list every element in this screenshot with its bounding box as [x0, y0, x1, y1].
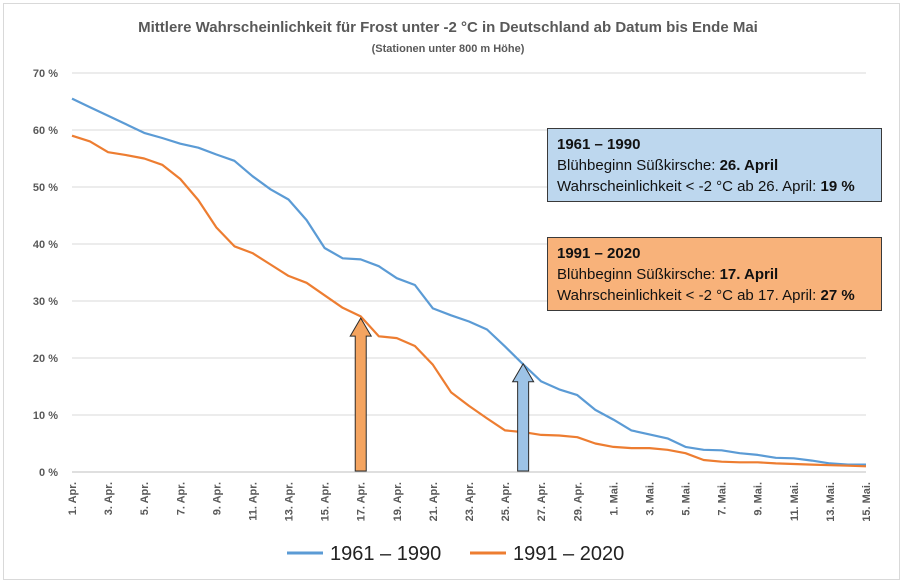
x-tick-label: 5. Mai.: [681, 482, 693, 516]
x-tick-label: 29. Apr.: [572, 482, 584, 521]
y-tick-label: 40 %: [33, 239, 58, 251]
x-axis-tick-labels: 1. Apr. 3. Apr. 5. Apr. 7. Apr. 9. Apr. 11. A…: [67, 482, 873, 522]
y-tick-label: 0 %: [39, 467, 58, 479]
annotation-arrows: [349, 317, 535, 472]
info-box-1991-line1: Blühbeginn Süßkirsche: 17. April: [557, 264, 872, 285]
x-tick-label: 5. Apr.: [139, 482, 151, 515]
arrow-17-april: [349, 317, 373, 472]
y-tick-label: 10 %: [33, 410, 58, 422]
series-line-1991-2020: [71, 134, 867, 468]
x-tick-label: 7. Mai.: [717, 482, 729, 516]
info-box-1961-line2-label: Wahrscheinlichkeit < -2 °C ab 26. April:: [557, 178, 821, 195]
x-tick-label: 27. Apr.: [536, 482, 548, 521]
x-tick-label: 1. Mai.: [608, 482, 620, 516]
info-box-1961-heading: 1961 – 1990: [557, 136, 641, 153]
info-box-1961-line2-value: 19 %: [820, 178, 855, 195]
x-tick-label: 23. Apr.: [464, 482, 476, 521]
series-lines: [71, 97, 867, 468]
x-tick-label: 21. Apr.: [428, 482, 440, 521]
x-tick-label: 1. Apr.: [67, 482, 79, 515]
y-tick-label: 30 %: [33, 296, 58, 308]
info-box-1991-2020: 1991 – 2020 Blühbeginn Süßkirsche: 17. A…: [547, 237, 882, 311]
chart-subtitle: (Stationen unter 800 m Höhe): [372, 43, 525, 55]
x-tick-label: 11. Mai.: [789, 482, 801, 521]
info-box-1991-line1-label: Blühbeginn Süßkirsche:: [557, 266, 720, 283]
y-tick-label: 60 %: [33, 125, 58, 137]
arrow-26-april: [511, 362, 535, 472]
info-box-1961-line1: Blühbeginn Süßkirsche: 26. April: [557, 155, 872, 176]
y-tick-label: 20 %: [33, 353, 58, 365]
x-tick-label: 9. Apr.: [211, 482, 223, 515]
y-tick-label: 50 %: [33, 182, 58, 194]
x-tick-label: 13. Apr.: [284, 482, 296, 521]
x-tick-label: 15. Apr.: [320, 482, 332, 521]
y-tick-label: 70 %: [33, 68, 58, 80]
info-box-1991-line2-label: Wahrscheinlichkeit < -2 °C ab 17. April:: [557, 287, 821, 304]
x-tick-label: 9. Mai.: [753, 482, 765, 516]
legend-label-1961: 1961 – 1990: [330, 543, 441, 565]
legend: 1961 – 1990 1991 – 2020: [287, 543, 624, 565]
x-tick-label: 3. Apr.: [103, 482, 115, 515]
y-axis-tick-labels: 0 % 10 % 20 % 30 % 40 % 50 % 60 % 70 %: [33, 68, 58, 479]
info-box-1961-line1-value: 26. April: [719, 157, 779, 174]
x-tick-label: 13. Mai.: [825, 482, 837, 522]
legend-label-1991: 1991 – 2020: [513, 543, 624, 565]
x-tick-label: 25. Apr.: [500, 482, 512, 521]
x-tick-label: 3. Mai.: [644, 482, 656, 516]
series-line-1961-1990: [71, 97, 866, 466]
info-box-1961-1990: 1961 – 1990 Blühbeginn Süßkirsche: 26. A…: [547, 128, 882, 202]
info-box-1961-line1-label: Blühbeginn Süßkirsche:: [557, 157, 720, 174]
x-tick-label: 7. Apr.: [175, 482, 187, 515]
x-tick-label: 11. Apr.: [247, 482, 259, 521]
info-box-1991-line2-value: 27 %: [820, 287, 855, 304]
info-box-1991-line2: Wahrscheinlichkeit < -2 °C ab 17. April:…: [557, 285, 872, 306]
x-tick-label: 17. Apr.: [356, 482, 368, 521]
info-box-1961-line2: Wahrscheinlichkeit < -2 °C ab 26. April:…: [557, 176, 872, 197]
x-tick-label: 19. Apr.: [392, 482, 404, 521]
info-box-1991-line1-value: 17. April: [719, 266, 779, 283]
info-box-1991-heading: 1991 – 2020: [557, 245, 641, 262]
x-tick-label: 15. Mai.: [861, 482, 873, 522]
chart-title: Mittlere Wahrscheinlichkeit für Frost un…: [138, 19, 758, 36]
